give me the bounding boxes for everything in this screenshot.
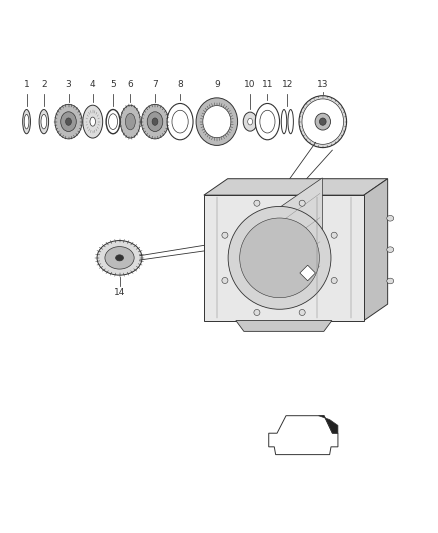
Ellipse shape <box>61 112 76 132</box>
Polygon shape <box>279 178 322 308</box>
Ellipse shape <box>254 200 260 206</box>
Ellipse shape <box>83 105 102 138</box>
Ellipse shape <box>299 200 305 206</box>
Ellipse shape <box>23 109 31 134</box>
Ellipse shape <box>254 310 260 316</box>
Ellipse shape <box>116 255 124 261</box>
Text: 11: 11 <box>261 80 273 89</box>
Text: 8: 8 <box>177 80 183 89</box>
Polygon shape <box>318 416 338 433</box>
Ellipse shape <box>203 106 231 138</box>
Text: 9: 9 <box>214 80 220 89</box>
Ellipse shape <box>387 247 394 253</box>
Ellipse shape <box>299 96 346 148</box>
Text: 4: 4 <box>90 80 95 89</box>
Ellipse shape <box>152 118 158 125</box>
Polygon shape <box>364 179 388 320</box>
Text: 12: 12 <box>282 80 293 89</box>
Text: 3: 3 <box>66 80 71 89</box>
Text: 14: 14 <box>114 288 125 297</box>
Text: 5: 5 <box>110 80 116 89</box>
Polygon shape <box>204 179 388 195</box>
Ellipse shape <box>302 99 343 144</box>
Ellipse shape <box>41 115 47 129</box>
Ellipse shape <box>66 118 71 125</box>
Ellipse shape <box>24 115 29 129</box>
Text: 6: 6 <box>127 80 133 89</box>
Ellipse shape <box>222 232 228 238</box>
Ellipse shape <box>228 206 331 309</box>
Ellipse shape <box>39 109 49 134</box>
Polygon shape <box>236 320 332 332</box>
Text: 1: 1 <box>24 80 29 89</box>
Polygon shape <box>300 265 315 281</box>
Ellipse shape <box>319 118 326 125</box>
Ellipse shape <box>387 215 394 221</box>
Ellipse shape <box>167 103 193 140</box>
Polygon shape <box>269 416 338 455</box>
Ellipse shape <box>125 114 135 130</box>
Ellipse shape <box>141 104 169 139</box>
Ellipse shape <box>240 218 319 298</box>
Ellipse shape <box>147 112 163 132</box>
Ellipse shape <box>260 110 275 133</box>
Text: 10: 10 <box>244 80 256 89</box>
Text: 7: 7 <box>152 80 158 89</box>
Ellipse shape <box>222 278 228 284</box>
Ellipse shape <box>120 105 140 138</box>
Ellipse shape <box>196 98 237 146</box>
Ellipse shape <box>248 118 253 125</box>
Ellipse shape <box>387 278 394 284</box>
Ellipse shape <box>172 110 188 133</box>
Polygon shape <box>204 195 364 320</box>
Ellipse shape <box>243 112 257 131</box>
Ellipse shape <box>105 247 134 269</box>
Text: 13: 13 <box>317 80 328 89</box>
Ellipse shape <box>55 104 82 139</box>
Ellipse shape <box>331 232 337 238</box>
Ellipse shape <box>255 103 279 140</box>
Text: 2: 2 <box>41 80 47 89</box>
Ellipse shape <box>315 113 331 130</box>
Ellipse shape <box>331 278 337 284</box>
Ellipse shape <box>299 310 305 316</box>
Ellipse shape <box>90 117 95 126</box>
Ellipse shape <box>97 240 142 275</box>
